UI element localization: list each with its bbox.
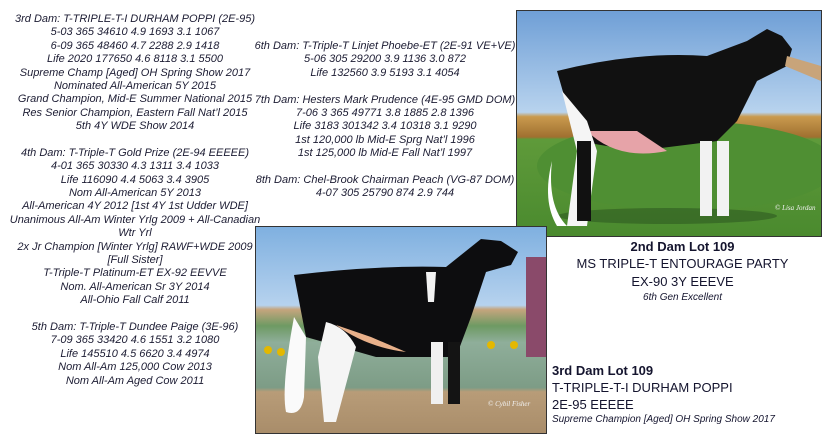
- dam-detail-line: 4-07 305 25790 874 2.9 744: [315, 187, 455, 200]
- dam-detail-line: T-Triple-T Platinum-ET EX-92 EEVVE: [43, 267, 227, 280]
- caption-title: 2nd Dam Lot 109: [630, 239, 735, 254]
- dam-detail-line: 1st 125,000 lb Mid-E Fall Nat’l 1997: [297, 147, 473, 160]
- dam-heading: 4th Dam: T-Triple-T Gold Prize (2E-94 EE…: [20, 146, 249, 159]
- second-dam-photo: © Lisa Jordan: [516, 10, 822, 237]
- dam-detail-line: Res Senior Champion, Eastern Fall Nat’l …: [22, 106, 248, 119]
- third-dam-photo: © Cybil Fisher: [255, 226, 547, 434]
- dam-detail-line: All-Ohio Fall Calf 2011: [80, 294, 190, 307]
- dam-record: 8th Dam: Chel-Brook Chairman Peach (VG-8…: [250, 174, 520, 201]
- dam-detail-line: Life 132560 3.9 5193 3.1 4054: [310, 66, 460, 79]
- dam-detail-line: 7-09 365 33420 4.6 1551 3.2 1080: [50, 334, 220, 347]
- caption-note: 6th Gen Excellent: [643, 292, 722, 303]
- dam-detail-line: Life 3183 301342 3.4 10318 3.1 9290: [293, 120, 477, 133]
- dam-detail-line: Life 145510 4.5 6620 3.4 4974: [60, 347, 210, 360]
- dam-detail-line: Nom All-American 5Y 2013: [68, 187, 202, 200]
- dam-detail-line: Nom. All-American Sr 3Y 2014: [60, 280, 210, 293]
- dam-detail-line: 2x Jr Champion [Winter Yrlg] RAWF+WDE 20…: [17, 240, 253, 253]
- dam-detail-line: 1st 120,000 lb Mid-E Sprg Nat’l 1996: [295, 133, 475, 146]
- caption-title: 3rd Dam Lot 109: [552, 363, 654, 378]
- dam-detail-line: [Full Sister]: [107, 254, 163, 267]
- dam-detail-line: Wtr Yrl: [118, 227, 152, 240]
- dam-record: 7th Dam: Hesters Mark Prudence (4E-95 GM…: [250, 94, 520, 161]
- dam-detail-line: 4-01 365 30330 4.3 1311 3.4 1033: [50, 160, 219, 173]
- caption-name: T-TRIPLE-T-I DURHAM POPPI: [552, 380, 733, 395]
- dam-detail-line: 5-06 305 29200 3.9 1136 3.0 872: [304, 53, 466, 66]
- pedigree-left-column: 3rd Dam: T-TRIPLE-T-I DURHAM POPPI (2E-9…: [0, 13, 270, 401]
- third-dam-caption: 3rd Dam Lot 109 T-TRIPLE-T-I DURHAM POPP…: [552, 362, 775, 427]
- dam-record: 6th Dam: T-Triple-T Linjet Phoebe-ET (2E…: [250, 40, 520, 80]
- dam-heading: 3rd Dam: T-TRIPLE-T-I DURHAM POPPI (2E-9…: [14, 13, 255, 25]
- dam-detail-line: Life 2020 177650 4.6 8118 3.1 5500: [47, 53, 223, 66]
- dam-detail-line: Nom All-Am 125,000 Cow 2013: [58, 361, 212, 374]
- dam-detail-line: All-American 4Y 2012 [1st 4Y 1st Udder W…: [22, 200, 248, 213]
- dam-detail-line: Life 116090 4.4 5063 3.4 3905: [60, 173, 210, 186]
- dam-heading: 8th Dam: Chel-Brook Chairman Peach (VG-8…: [255, 173, 515, 186]
- second-dam-caption: 2nd Dam Lot 109 MS TRIPLE-T ENTOURAGE PA…: [540, 238, 825, 304]
- dam-detail-line: 5th 4Y WDE Show 2014: [75, 120, 195, 133]
- dam-detail-line: Unanimous All-Am Winter Yrlg 2009 + All-…: [9, 213, 261, 226]
- photographer-watermark: © Lisa Jordan: [775, 204, 816, 212]
- dam-detail-line: Nom All-Am Aged Cow 2011: [65, 374, 205, 387]
- caption-score: 2E-95 EEEEE: [552, 397, 634, 412]
- dam-detail-line: 7-06 3 365 49771 3.8 1885 2.8 1396: [296, 106, 474, 119]
- dam-record: 4th Dam: T-Triple-T Gold Prize (2E-94 EE…: [0, 147, 270, 308]
- caption-note: Supreme Champion [Aged] OH Spring Show 2…: [552, 414, 775, 425]
- dam-detail-line: Nominated All-American 5Y 2015: [53, 79, 217, 92]
- caption-score: EX-90 3Y EEEVE: [631, 274, 734, 289]
- dam-record: 5th Dam: T-Triple-T Dundee Paige (3E-96)…: [0, 321, 270, 388]
- dam-heading: 6th Dam: T-Triple-T Linjet Phoebe-ET (2E…: [254, 40, 516, 52]
- dam-detail-line: 6-09 365 48460 4.7 2288 2.9 1418: [50, 39, 220, 52]
- dam-record: 3rd Dam: T-TRIPLE-T-I DURHAM POPPI (2E-9…: [0, 13, 270, 134]
- dam-detail-line: Supreme Champ [Aged] OH Spring Show 2017: [19, 66, 251, 79]
- caption-name: MS TRIPLE-T ENTOURAGE PARTY: [576, 256, 789, 271]
- pedigree-middle-column: 6th Dam: T-Triple-T Linjet Phoebe-ET (2E…: [250, 40, 520, 214]
- dam-detail-line: 5-03 365 34610 4.9 1693 3.1 1067: [50, 26, 220, 39]
- photographer-watermark: © Cybil Fisher: [488, 400, 531, 408]
- dam-heading: 7th Dam: Hesters Mark Prudence (4E-95 GM…: [254, 93, 516, 106]
- dam-heading: 5th Dam: T-Triple-T Dundee Paige (3E-96): [31, 320, 239, 333]
- dam-detail-line: Grand Champion, Mid-E Summer National 20…: [17, 93, 253, 106]
